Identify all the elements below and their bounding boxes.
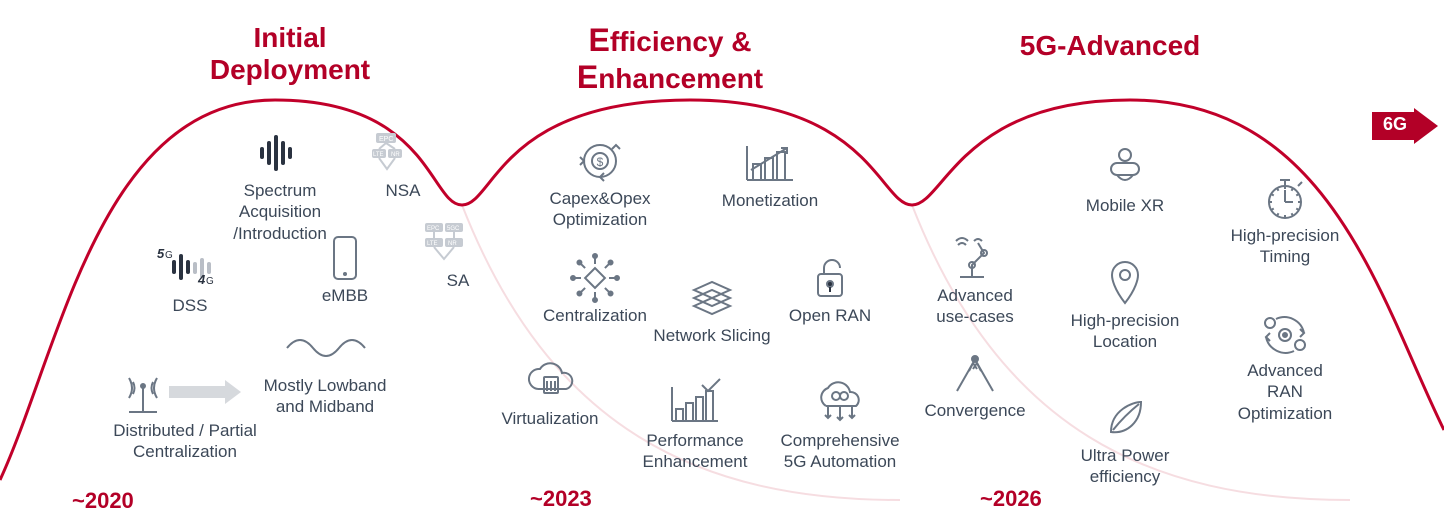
svg-text:4: 4 (197, 272, 206, 287)
item-power-label-1: efficiency (1045, 466, 1205, 487)
item-loc-label-1: Location (1045, 331, 1205, 352)
sa-icon: EPC 5GC LTE NR (378, 220, 538, 266)
robot-arm-icon (895, 235, 1055, 281)
item-distrib-label-0: Distributed / Partial (105, 420, 265, 441)
item-timing-label-1: Timing (1205, 246, 1365, 267)
item-loc: High-precisionLocation (1045, 260, 1205, 353)
phase-title-eff-l1: Efficiency & (589, 26, 752, 57)
year-2020: ~2020 (72, 488, 134, 514)
svg-text:G: G (206, 276, 214, 287)
item-dss-label-0: DSS (110, 295, 270, 316)
item-openran: Open RAN (750, 255, 910, 326)
item-nsa-label-0: NSA (323, 180, 483, 201)
item-distrib-label-1: Centralization (105, 441, 265, 462)
item-monet: Monetization (690, 140, 850, 211)
item-ranopt-label-0: Advanced (1205, 360, 1365, 381)
openlock-icon (750, 255, 910, 301)
item-power: Ultra Powerefficiency (1045, 395, 1205, 488)
nsa-icon: EPC LTE NR (323, 130, 483, 176)
item-openran-label-0: Open RAN (750, 305, 910, 326)
item-converge: Convergence (895, 350, 1055, 421)
phase-title-initial-l2: Deployment (210, 54, 370, 85)
cycle-dollar-icon: $ (520, 138, 680, 184)
item-distrib: Distributed / PartialCentralization (105, 370, 265, 463)
item-spectrum-label-1: Acquisition (200, 201, 360, 222)
leaf-icon (1045, 395, 1205, 441)
item-ranopt: AdvancedRANOptimization (1205, 310, 1365, 424)
wave-icon (245, 325, 405, 371)
phase-title-advanced: 5G-Advanced (1000, 30, 1220, 62)
cloud-server-icon (470, 358, 630, 404)
item-perf: PerformanceEnhancement (615, 380, 775, 473)
item-dss: 5G 4G DSS (110, 245, 270, 316)
phase-title-efficiency: Efficiency & Enhancement (555, 22, 785, 96)
gears-cycle-icon (1205, 310, 1365, 356)
item-capex: $ Capex&OpexOptimization (520, 138, 680, 231)
item-lowmid-label-0: Mostly Lowband (245, 375, 405, 396)
item-auto5g-label-1: 5G Automation (760, 451, 920, 472)
converge-icon (895, 350, 1055, 396)
dss-icon: 5G 4G (110, 245, 270, 291)
svg-text:NR: NR (448, 241, 457, 247)
item-capex-label-0: Capex&Opex (520, 188, 680, 209)
svg-text:5: 5 (157, 246, 165, 261)
phase-title-eff-l2: Enhancement (577, 63, 763, 94)
6g-label: 6G (1383, 114, 1407, 135)
item-ranopt-label-1: RAN (1205, 381, 1365, 402)
item-converge-label-0: Convergence (895, 400, 1055, 421)
svg-text:LTE: LTE (427, 241, 438, 247)
year-2026: ~2026 (980, 486, 1042, 512)
phase-title-initial-l1: Initial (253, 22, 326, 53)
item-nsa: EPC LTE NR NSA (323, 130, 483, 201)
item-capex-label-1: Optimization (520, 209, 680, 230)
item-sa: EPC 5GC LTE NR SA (378, 220, 538, 291)
item-lowmid-label-1: and Midband (245, 396, 405, 417)
stopwatch-icon (1205, 175, 1365, 221)
svg-text:EPC: EPC (379, 136, 393, 143)
item-slicing-label-0: Network Slicing (632, 325, 792, 346)
item-monet-label-0: Monetization (690, 190, 850, 211)
xr-icon (1045, 145, 1205, 191)
item-timing-label-0: High-precision (1205, 225, 1365, 246)
year-2023: ~2023 (530, 486, 592, 512)
item-sa-label-0: SA (378, 270, 538, 291)
item-timing: High-precisionTiming (1205, 175, 1365, 268)
item-usecases-label-1: use-cases (895, 306, 1055, 327)
item-auto5g-label-0: Comprehensive (760, 430, 920, 451)
item-virt-label-0: Virtualization (470, 408, 630, 429)
item-usecases: Advanceduse-cases (895, 235, 1055, 328)
svg-text:EPC: EPC (427, 226, 440, 232)
bars-check-icon (615, 380, 775, 426)
phase-title-advanced-l1: 5G-Advanced (1020, 30, 1201, 61)
item-usecases-label-0: Advanced (895, 285, 1055, 306)
item-virt: Virtualization (470, 358, 630, 429)
item-loc-label-0: High-precision (1045, 310, 1205, 331)
svg-text:5GC: 5GC (447, 226, 460, 232)
item-mobilexr-label-0: Mobile XR (1045, 195, 1205, 216)
bars-arrow-icon (690, 140, 850, 186)
svg-text:G: G (165, 250, 173, 261)
phase-title-initial: Initial Deployment (190, 22, 390, 86)
item-perf-label-0: Performance (615, 430, 775, 451)
item-perf-label-1: Enhancement (615, 451, 775, 472)
antenna-icon (105, 370, 265, 416)
svg-text:NR: NR (391, 152, 400, 158)
item-lowmid: Mostly Lowbandand Midband (245, 325, 405, 418)
item-power-label-0: Ultra Power (1045, 445, 1205, 466)
item-ranopt-label-2: Optimization (1205, 403, 1365, 424)
svg-text:$: $ (597, 155, 604, 169)
pin-icon (1045, 260, 1205, 306)
svg-text:LTE: LTE (373, 152, 384, 158)
item-mobilexr: Mobile XR (1045, 145, 1205, 216)
